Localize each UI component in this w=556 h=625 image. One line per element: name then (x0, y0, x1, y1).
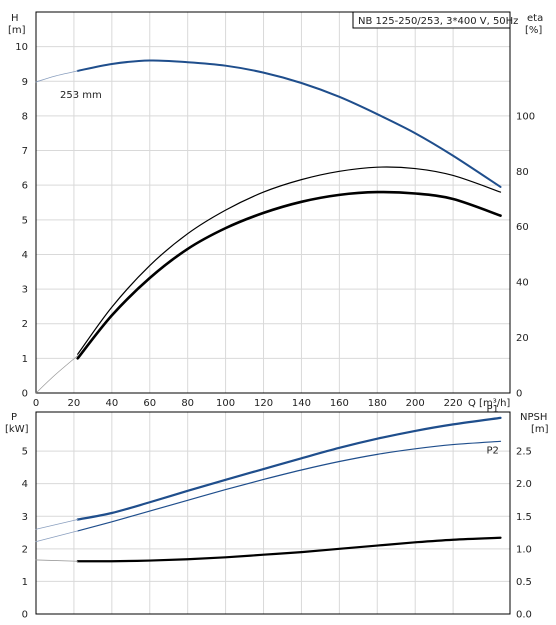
label-p1: P1 (487, 404, 499, 415)
bottom-left-tick-label: 5 (22, 447, 28, 458)
series-line-h-ext (35, 70, 79, 83)
series-line-eta-ext (35, 355, 79, 394)
bottom-right-tick-label: 2.5 (516, 447, 532, 458)
top-left-axis-label: H (11, 13, 19, 24)
bottom-right-tick-label: 2.0 (516, 479, 532, 490)
top-left-tick-label: 7 (22, 146, 28, 157)
series-line-p1-ext (35, 519, 79, 530)
top-left-tick-label: 5 (22, 215, 28, 226)
bottom-left-tick-label: 4 (22, 479, 28, 490)
label-p2: P2 (487, 445, 499, 456)
grid-bottom (36, 412, 510, 614)
top-left-axis-unit: [m] (8, 25, 26, 36)
series-line-eta-upper (77, 166, 502, 355)
bottom-right-tick-label: 1.5 (516, 512, 532, 523)
top-left-tick-label: 10 (15, 42, 28, 53)
bottom-left-tick-label: 0 (22, 610, 28, 621)
top-left-tick-label: 8 (22, 111, 28, 122)
series-line-npsh-ext (35, 559, 79, 562)
top-right-axis-label: eta (527, 13, 543, 24)
top-right-axis-unit: [%] (525, 25, 542, 36)
top-left-tick-label: 1 (22, 354, 28, 365)
legend-box (352, 11, 511, 29)
top-right-tick-label: 0 (516, 389, 522, 400)
bottom-plot-frame (35, 411, 511, 615)
impeller-diameter-annotation: 253 mm (60, 90, 102, 101)
series-line-p2-ext (35, 530, 79, 543)
series-line-p2 (77, 440, 502, 532)
bottom-left-axis-unit: [kW] (5, 424, 29, 435)
top-left-tick-label: 0 (22, 389, 28, 400)
top-left-tick-label: 4 (22, 250, 28, 261)
top-right-tick-label: 20 (516, 333, 529, 344)
bottom-left-axis-label: P (11, 412, 17, 423)
x-tick-label: 60 (143, 398, 156, 409)
x-tick-label: 220 (444, 398, 463, 409)
top-right-tick-label: 100 (516, 111, 535, 122)
bottom-left-tick-label: 2 (22, 544, 28, 555)
x-tick-label: 20 (68, 398, 81, 409)
top-plot-frame (35, 11, 511, 394)
top-left-tick-label: 3 (22, 285, 28, 296)
bottom-right-tick-label: 0.0 (516, 610, 532, 621)
top-left-tick-label: 6 (22, 181, 28, 192)
series-line-eta-lower (76, 190, 502, 360)
bottom-right-axis-label: NPSH (520, 412, 547, 423)
bottom-right-axis-unit: [m] (531, 424, 549, 435)
x-tick-label: 0 (33, 398, 39, 409)
top-left-tick-label: 2 (22, 319, 28, 330)
top-right-tick-label: 60 (516, 222, 529, 233)
top-right-tick-label: 40 (516, 278, 529, 289)
x-tick-label: 100 (216, 398, 235, 409)
x-tick-label: 40 (105, 398, 118, 409)
x-tick-label: 160 (330, 398, 349, 409)
x-tick-label: 140 (292, 398, 311, 409)
top-series (35, 59, 502, 394)
axis-ticks: 0 20 40 60 80 100 120 140 160 180 200 2200123456789… (15, 42, 535, 620)
series-line-h (76, 59, 502, 188)
bottom-right-tick-label: 0.5 (516, 577, 532, 588)
bottom-series (35, 416, 502, 563)
bottom-right-tick-label: 1.0 (516, 544, 532, 555)
x-tick-label: 80 (181, 398, 194, 409)
x-tick-label: 180 (368, 398, 387, 409)
top-right-tick-label: 80 (516, 167, 529, 178)
series-line-npsh (76, 536, 502, 563)
legend-box-text: NB 125-250/253, 3*400 V, 50Hz (358, 16, 518, 27)
x-tick-label: 120 (254, 398, 273, 409)
bottom-left-tick-label: 3 (22, 512, 28, 523)
series-line-p1 (76, 416, 502, 521)
top-left-tick-label: 9 (22, 77, 28, 88)
bottom-left-tick-label: 1 (22, 577, 28, 588)
x-axis-label: Q [m³/h] (468, 398, 510, 409)
series-labels: P1 P2 (487, 404, 499, 456)
x-tick-label: 200 (406, 398, 425, 409)
grid-top (36, 12, 510, 393)
